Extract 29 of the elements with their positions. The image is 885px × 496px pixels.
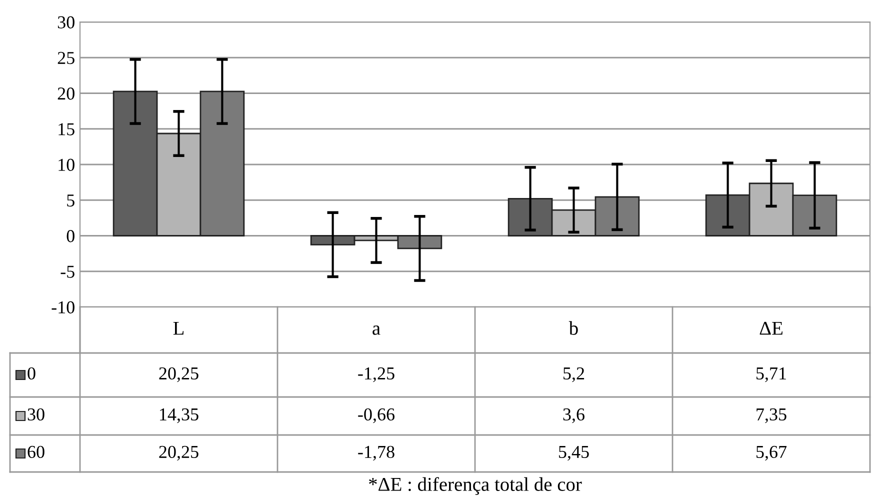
y-tick-label: 5 [67, 194, 74, 207]
data-label: -0,66 [358, 408, 395, 424]
data-label: -1,78 [358, 446, 394, 461]
y-tick-label: 0 [66, 230, 74, 242]
data-label: 5,45 [559, 446, 589, 461]
data-label: 20,25 [159, 446, 198, 461]
data-label: 14,35 [160, 408, 198, 424]
y-tick-label: 25 [58, 52, 74, 64]
x-tick-label: b [568, 321, 578, 335]
data-label: 20,25 [159, 367, 198, 382]
y-tick-label: 15 [58, 123, 74, 136]
text: *ΔE : diferença total de cor [369, 477, 582, 495]
y-tick-label: -5 [60, 266, 74, 278]
data-label: 5,71 [756, 367, 786, 382]
y-tick-label: 30 [58, 16, 74, 28]
x-tick-label: a [372, 326, 380, 335]
x-tick-label: ΔE [760, 322, 782, 335]
x-tick-label: L [173, 322, 184, 335]
data-label: 3,6 [563, 408, 584, 424]
y-tick-label: 20 [58, 88, 74, 100]
legend-label: 30 [28, 408, 44, 421]
legend-label: 60 [28, 446, 44, 458]
data-label: -1,25 [358, 367, 394, 382]
legend-label: 0 [28, 367, 36, 380]
data-label: 5,2 [564, 367, 584, 382]
data-label: 7,35 [756, 408, 786, 424]
y-tick-label: 10 [58, 158, 74, 171]
y-tick-label: -10 [52, 301, 74, 314]
data-label: 5,67 [756, 446, 787, 461]
